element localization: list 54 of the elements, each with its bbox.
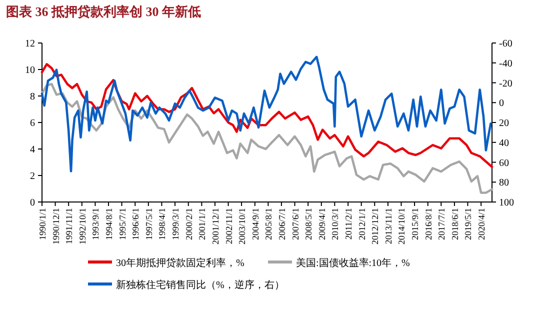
legend-label: 30年期抵押贷款固定利率，% [116,257,244,269]
y2-tick-label: 80 [499,178,509,189]
y2-tick-label: 100 [499,198,514,208]
x-tick-label: 2007/6/1 [290,208,300,240]
x-tick-label: 2001/12/1 [210,208,220,245]
x-tick-label: 2020/4/1 [476,208,487,240]
y-tick-label: 12 [25,38,35,50]
x-tick-label: 1999/3/1 [170,208,180,240]
x-tick-label: 2012/1/1 [356,208,367,240]
x-tick-label: 2017/7/1 [436,208,447,240]
x-tick-label: 2002/11/1 [224,208,234,244]
x-tick-label: 2012/12/1 [370,208,380,245]
y-tick-label: 6 [30,118,35,129]
y-tick-label: 8 [30,92,35,102]
x-tick-label: 2006/7/1 [276,208,287,240]
x-tick-label: 2019/5/1 [463,208,474,240]
legend-label: 美国:国债收益率:10年，% [296,257,410,269]
x-tick-label: 2013/11/1 [383,208,394,244]
x-tick-label: 2001/1/1 [197,208,208,240]
x-tick-label: 1996/6/1 [130,208,141,240]
x-tick-label: 1991/11/1 [64,208,74,244]
x-tick-label: 1997/5/1 [144,208,154,240]
x-tick-label: 2004/9/1 [250,208,260,240]
x-tick-label: 2014/10/1 [396,208,407,245]
x-tick-label: 2010/3/1 [330,208,340,240]
y-tick-label: 0 [30,198,35,208]
x-tick-label: 1993/9/1 [90,208,101,240]
y2-tick-label: -20 [499,78,512,90]
y2-tick-label: 20 [499,118,509,129]
x-tick-label: 1994/8/1 [104,208,114,240]
x-tick-label: 1992/10/1 [77,208,88,245]
x-tick-label: 1998/4/1 [157,208,168,240]
x-tick-label: 1990/12/1 [50,208,61,245]
y2-tick-label: 40 [499,138,509,149]
x-tick-label: 2008/5/1 [304,208,314,240]
y2-tick-label: -40 [499,58,512,70]
x-tick-label: 2016/8/1 [423,208,434,240]
x-tick-label: 2015/9/1 [410,208,420,240]
x-tick-label: 2009/4/1 [316,208,327,240]
y-tick-label: 4 [30,144,35,156]
x-tick-label: 2003/10/1 [237,208,248,245]
x-tick-label: 2018/6/1 [450,208,460,240]
y-tick-label: 10 [25,65,35,76]
x-tick-label: 1995/7/1 [117,208,128,240]
x-tick-label: 2000/2/1 [184,208,194,240]
x-tick-label: 1990/1/1 [38,208,48,240]
y2-tick-label: 0 [499,98,504,110]
x-tick-label: 2005/8/1 [264,208,274,240]
legend-label: 新独栋住宅销售同比（%，逆序，右） [116,279,284,291]
title: 图表 36 抵押贷款利率创 30 年新低 [6,4,201,19]
y2-tick-label: 60 [499,158,509,169]
y2-tick-label: -60 [499,38,512,50]
x-tick-label: 2011/2/1 [344,208,354,240]
y-tick-label: 2 [30,171,35,182]
